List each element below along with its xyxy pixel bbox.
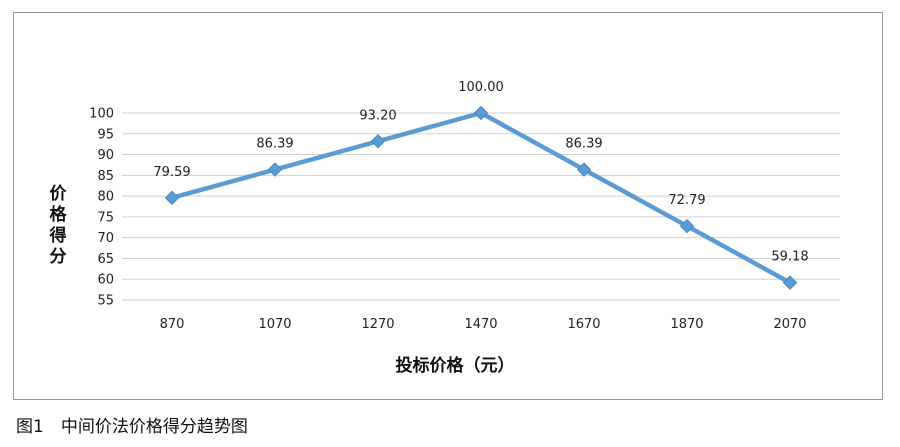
data-label: 93.20	[359, 108, 396, 123]
x-tick-labels: 870 1070 1270 1470 1670 1870 2070	[160, 317, 807, 332]
series-group	[164, 105, 798, 290]
y-tick-labels: 55 60 65 70 75 80 85 90 95 100	[89, 107, 114, 309]
data-label: 86.39	[256, 137, 293, 152]
data-point-marker	[576, 162, 592, 177]
x-tick-label: 870	[160, 317, 185, 332]
data-label: 72.79	[668, 193, 705, 208]
data-label: 86.39	[565, 137, 602, 152]
x-tick-label: 1270	[361, 317, 394, 332]
y-tick-label: 55	[97, 294, 114, 309]
y-tick-label: 80	[97, 190, 114, 205]
data-point-marker	[267, 162, 283, 177]
x-tick-label: 1870	[670, 317, 703, 332]
data-point-marker	[473, 105, 489, 121]
y-axis-title: 价格得分	[49, 184, 68, 267]
data-point-marker	[679, 218, 695, 234]
figure-caption: 图1 中间价法价格得分趋势图	[16, 417, 248, 437]
data-label: 79.59	[153, 165, 190, 180]
y-tick-label: 95	[97, 127, 114, 142]
y-tick-label: 65	[97, 252, 114, 267]
data-labels: 79.59 86.39 93.20 100.00 86.39 72.79 59.18	[153, 80, 808, 265]
y-tick-label: 75	[97, 210, 114, 225]
data-point-marker	[782, 275, 798, 290]
x-axis-title: 投标价格（元）	[396, 355, 515, 376]
grid-lines	[122, 112, 840, 301]
y-tick-label: 90	[97, 148, 114, 163]
y-tick-label: 70	[97, 231, 114, 246]
y-tick-label: 60	[97, 273, 114, 288]
x-tick-label: 1470	[464, 317, 497, 332]
chart-frame	[13, 12, 883, 400]
data-point-marker	[164, 190, 180, 206]
data-label: 100.00	[458, 80, 504, 95]
x-tick-label: 1670	[567, 317, 600, 332]
y-tick-label: 85	[97, 169, 114, 184]
data-label: 59.18	[771, 250, 808, 265]
x-tick-label: 2070	[773, 317, 806, 332]
x-tick-label: 1070	[258, 317, 291, 332]
data-point-marker	[370, 134, 386, 149]
y-tick-label: 100	[89, 107, 114, 122]
